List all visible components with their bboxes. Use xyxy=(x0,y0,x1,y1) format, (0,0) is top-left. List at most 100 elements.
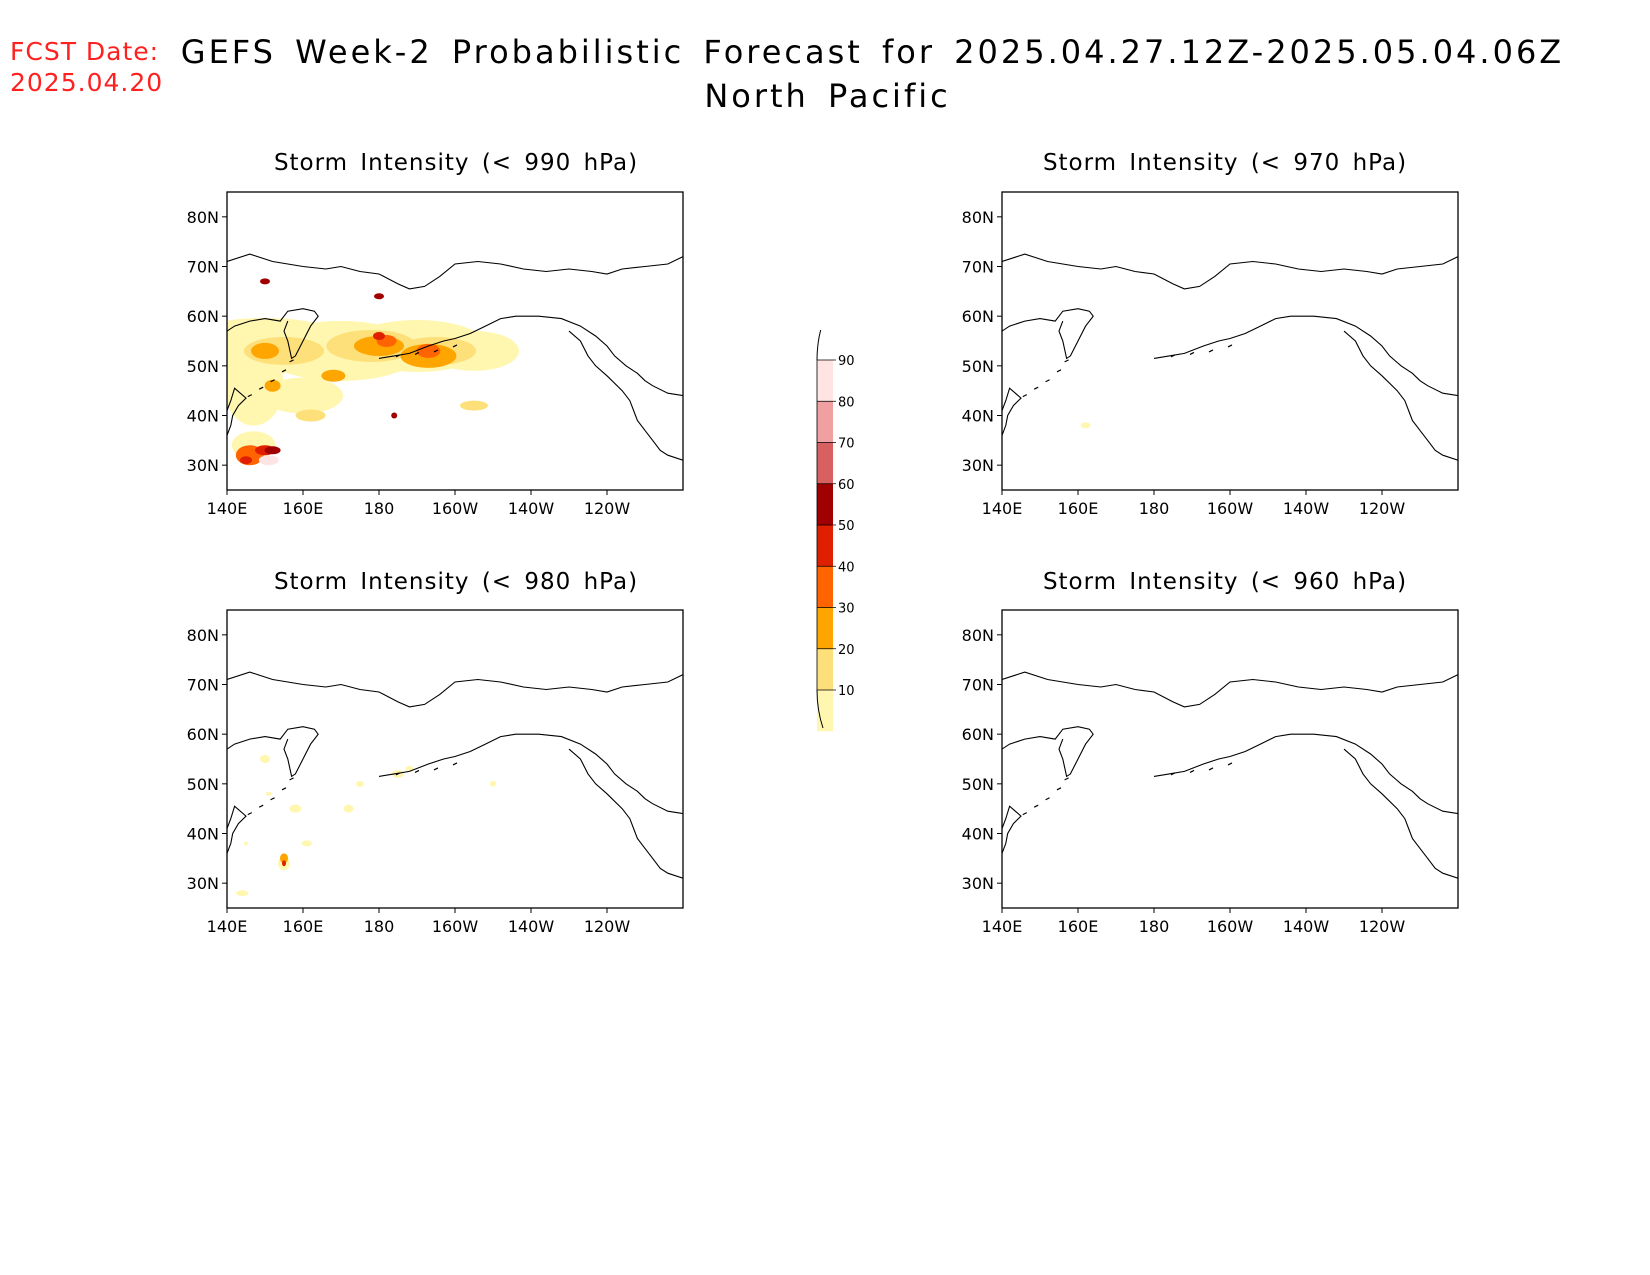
lat-label: 30N xyxy=(962,456,994,475)
lat-label: 40N xyxy=(187,407,219,426)
probability-shade xyxy=(258,455,279,466)
shading-980 xyxy=(236,755,496,897)
forecast-date-label: FCST Date: xyxy=(10,37,160,66)
colorbar-cap-top-edge xyxy=(816,330,822,361)
lon-label: 140E xyxy=(982,499,1023,518)
lon-label: 140E xyxy=(207,917,248,936)
probability-shade xyxy=(373,332,385,341)
lon-label: 120W xyxy=(584,917,631,936)
colorbar-label: 20 xyxy=(838,643,855,658)
colorbar-label: 10 xyxy=(838,684,855,699)
colorbar-cell xyxy=(817,648,833,690)
colorbar-cap-bottom-edge xyxy=(816,689,824,729)
lon-label: 160E xyxy=(1058,499,1099,518)
lon-label: 140E xyxy=(982,917,1023,936)
lon-label: 160W xyxy=(1207,917,1254,936)
colorbar-label: 70 xyxy=(838,437,855,452)
probability-shade xyxy=(374,293,384,300)
probability-shade xyxy=(282,860,286,867)
probability-shade xyxy=(295,409,326,422)
coastline xyxy=(227,253,683,461)
lon-label: 140W xyxy=(1283,917,1330,936)
colorbar-label: 40 xyxy=(838,560,855,575)
lon-label: 140W xyxy=(508,499,555,518)
colorbar-cell xyxy=(817,442,833,484)
lat-label: 70N xyxy=(187,258,219,277)
lon-label: 160E xyxy=(283,917,324,936)
lon-label: 120W xyxy=(1359,499,1406,518)
lat-label: 80N xyxy=(962,208,994,227)
colorbar-cell xyxy=(817,690,833,732)
probability-shade xyxy=(343,804,354,813)
lat-label: 40N xyxy=(962,407,994,426)
lat-label: 70N xyxy=(962,258,994,277)
shading-970 xyxy=(1080,422,1091,429)
probability-shade xyxy=(227,345,284,426)
lon-label: 180 xyxy=(364,499,395,518)
lon-label: 120W xyxy=(1359,917,1406,936)
lon-label: 160W xyxy=(432,499,479,518)
probability-shade xyxy=(240,456,252,465)
colorbar-label: 60 xyxy=(838,478,855,493)
lat-label: 30N xyxy=(187,874,219,893)
lat-label: 70N xyxy=(187,676,219,695)
lon-label: 140W xyxy=(508,917,555,936)
probability-shade xyxy=(490,780,496,787)
lat-label: 70N xyxy=(962,676,994,695)
probability-shade xyxy=(1080,422,1091,429)
panel-title-990: Storm Intensity (< 990 hPa) xyxy=(273,150,639,176)
map-frame xyxy=(1001,191,1459,491)
lat-label: 80N xyxy=(962,626,994,645)
lon-label: 180 xyxy=(364,917,395,936)
probability-shade xyxy=(321,369,346,382)
colorbar-cell xyxy=(817,401,833,443)
coastline xyxy=(1002,253,1458,461)
colorbar-cell xyxy=(817,360,833,402)
lat-label: 60N xyxy=(962,307,994,326)
lat-label: 40N xyxy=(187,825,219,844)
lat-label: 30N xyxy=(187,456,219,475)
map-frame xyxy=(226,609,684,909)
map-panel-960: 80N 70N 60N 50N 40N 30N 140E 160E 180 160W 140W 120… xyxy=(962,609,1459,936)
probability-shade xyxy=(264,379,281,392)
probability-shade xyxy=(280,853,288,864)
lon-label: 160E xyxy=(283,499,324,518)
panel-title-960: Storm Intensity (< 960 hPa) xyxy=(1042,569,1408,595)
lat-label: 80N xyxy=(187,208,219,227)
lat-label: 30N xyxy=(962,874,994,893)
lat-label: 60N xyxy=(962,725,994,744)
probability-shade xyxy=(236,890,249,897)
probability-shade xyxy=(416,343,441,358)
probability-shade xyxy=(263,377,343,414)
page-title: GEFS Week-2 Probabilistic Forecast for 2… xyxy=(0,30,1650,118)
colorbar-label: 80 xyxy=(838,395,855,410)
lat-label: 60N xyxy=(187,307,219,326)
lon-label: 160W xyxy=(1207,499,1254,518)
colorbar-label: 50 xyxy=(838,519,855,534)
lat-label: 50N xyxy=(962,357,994,376)
coastline xyxy=(1002,671,1458,879)
lat-label: 50N xyxy=(962,775,994,794)
lon-label: 160W xyxy=(432,917,479,936)
lon-label: 180 xyxy=(1139,917,1170,936)
probability-shade xyxy=(244,841,248,846)
probability-shade xyxy=(265,791,272,796)
probability-shade xyxy=(391,412,398,419)
lat-label: 50N xyxy=(187,775,219,794)
panel-title-970: Storm Intensity (< 970 hPa) xyxy=(1042,150,1408,176)
coastline xyxy=(227,671,683,879)
colorbar-cell xyxy=(817,566,833,608)
colorbar-label: 90 xyxy=(838,354,855,369)
map-frame xyxy=(1001,609,1459,909)
forecast-date-value: 2025.04.20 xyxy=(10,68,164,97)
title-line-2: North Pacific xyxy=(704,77,951,115)
lat-label: 50N xyxy=(187,357,219,376)
lon-label: 120W xyxy=(584,499,631,518)
probability-shade xyxy=(301,840,312,847)
title-line-1: GEFS Week-2 Probabilistic Forecast for 2… xyxy=(180,33,1565,71)
colorbar-cell xyxy=(817,483,833,525)
probability-shade xyxy=(260,755,270,763)
forecast-date: FCST Date: 2025.04.20 xyxy=(10,36,163,98)
probability-shade xyxy=(460,400,488,411)
colorbar-cell xyxy=(817,607,833,649)
